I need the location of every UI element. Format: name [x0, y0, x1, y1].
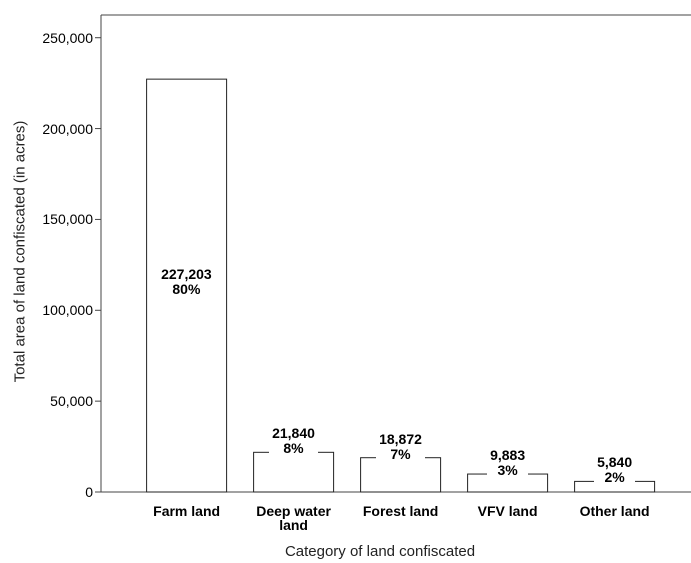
- value-label: 227,203: [161, 265, 212, 282]
- y-tick-label: 250,000: [42, 29, 93, 46]
- x-tick-label: Deep water land: [256, 503, 331, 533]
- share-label: 80%: [172, 280, 201, 297]
- x-axis-label: Category of land confiscated: [284, 543, 476, 560]
- x-tick-label: Other land: [579, 503, 650, 519]
- value-label: 5,840: [597, 454, 633, 471]
- share-label: 8%: [283, 440, 304, 457]
- share-label: 2%: [604, 469, 625, 486]
- data-label: 21,840 8%: [269, 425, 318, 457]
- data-label: 5,840 2%: [594, 454, 636, 486]
- share-label: 7%: [390, 445, 411, 462]
- y-axis-label: Total area of land confiscated (in acres…: [11, 120, 29, 383]
- y-tick-label: 200,000: [42, 120, 93, 137]
- value-label: 9,883: [490, 447, 526, 464]
- value-label: 21,840: [272, 425, 315, 442]
- bar: [253, 451, 335, 493]
- share-label: 3%: [497, 462, 518, 479]
- data-label: 18,872 7%: [376, 430, 425, 462]
- bar: [360, 457, 442, 493]
- data-label: 227,203 80%: [158, 265, 215, 297]
- value-label: 18,872: [379, 430, 422, 447]
- y-tick-label: 100,000: [42, 302, 93, 319]
- x-tick-label: VFV land: [477, 503, 538, 519]
- x-tick-label: Forest land: [362, 503, 439, 519]
- y-tick-label: 150,000: [42, 211, 93, 228]
- data-label: 9,883 3%: [487, 447, 529, 479]
- y-tick-label: 0: [85, 484, 93, 500]
- y-tick-label: 50,000: [50, 393, 93, 410]
- x-tick-label: Farm land: [153, 503, 221, 519]
